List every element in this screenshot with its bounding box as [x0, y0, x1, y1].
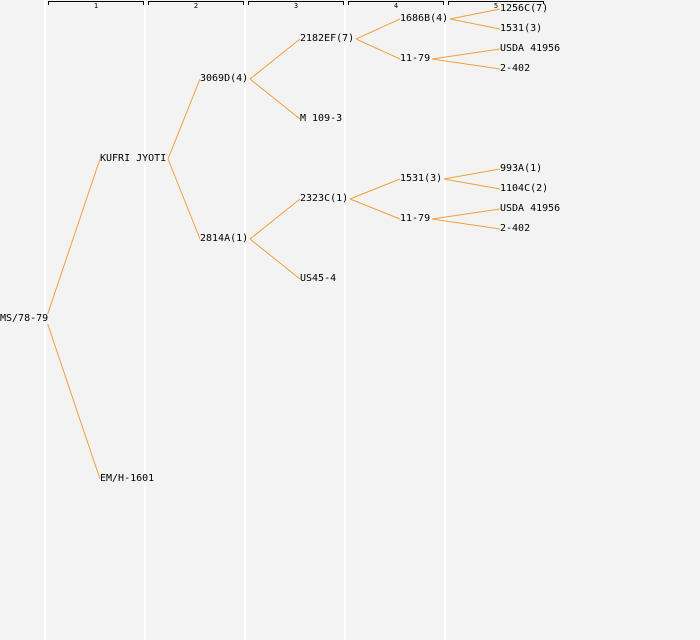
pedigree-edge — [349, 178, 401, 200]
generation-header-2: 2 — [148, 0, 244, 10]
generation-header-3: 3 — [248, 0, 344, 10]
pedigree-edge — [167, 78, 201, 160]
pedigree-edge — [431, 58, 501, 70]
ancestor-label: 11-79 — [400, 213, 432, 224]
ancestor-label: M 109-3 — [300, 113, 344, 124]
generation-number: 1 — [93, 2, 99, 10]
generation-number: 4 — [393, 2, 399, 10]
generation-header-1: 1 — [48, 0, 144, 10]
root-label: MS/78-79 — [0, 313, 50, 324]
generation-divider — [444, 0, 446, 640]
ancestor-label: 1686B(4) — [400, 13, 450, 24]
pedigree-edge — [249, 78, 301, 120]
pedigree-edge — [431, 48, 501, 60]
pedigree-edge — [431, 208, 501, 220]
pedigree-edge — [349, 198, 401, 220]
pedigree-edge — [443, 178, 501, 190]
ancestor-label: 3069D(4) — [200, 73, 250, 84]
ancestor-label: 2814A(1) — [200, 233, 250, 244]
ancestor-label: USDA 41956 — [500, 203, 562, 214]
pedigree-edge — [249, 238, 301, 280]
pedigree-edge — [249, 198, 301, 240]
ancestor-label: 993A(1) — [500, 163, 544, 174]
pedigree-edge — [355, 18, 401, 40]
pedigree-edge — [431, 218, 501, 230]
ancestor-label: 1104C(2) — [500, 183, 550, 194]
pedigree-edge — [45, 158, 101, 320]
generation-divider — [344, 0, 346, 640]
ancestor-label: KUFRI JYOTI — [100, 153, 168, 164]
ancestor-label: 1256C(7) — [500, 3, 550, 14]
pedigree-edge — [167, 158, 201, 240]
ancestor-label: 2323C(1) — [300, 193, 350, 204]
pedigree-edge — [249, 38, 301, 80]
ancestor-label: USDA 41956 — [500, 43, 562, 54]
generation-number: 3 — [293, 2, 299, 10]
pedigree-edge — [45, 318, 101, 480]
pedigree-edge — [449, 8, 501, 20]
pedigree-edge — [449, 18, 501, 30]
ancestor-label: US45-4 — [300, 273, 338, 284]
generation-number: 5 — [493, 2, 499, 10]
ancestor-label: 2-402 — [500, 223, 532, 234]
pedigree-edge — [443, 168, 501, 180]
pedigree-edge — [355, 38, 401, 60]
generation-header-5: 5 — [448, 0, 544, 10]
ancestor-label: 11-79 — [400, 53, 432, 64]
generation-divider — [244, 0, 246, 640]
generation-divider — [144, 0, 146, 640]
ancestor-label: 1531(3) — [400, 173, 444, 184]
ancestor-label: EM/H-1601 — [100, 473, 156, 484]
ancestor-label: 2182EF(7) — [300, 33, 356, 44]
generation-header-4: 4 — [348, 0, 444, 10]
generation-number: 2 — [193, 2, 199, 10]
ancestor-label: 2-402 — [500, 63, 532, 74]
ancestor-label: 1531(3) — [500, 23, 544, 34]
